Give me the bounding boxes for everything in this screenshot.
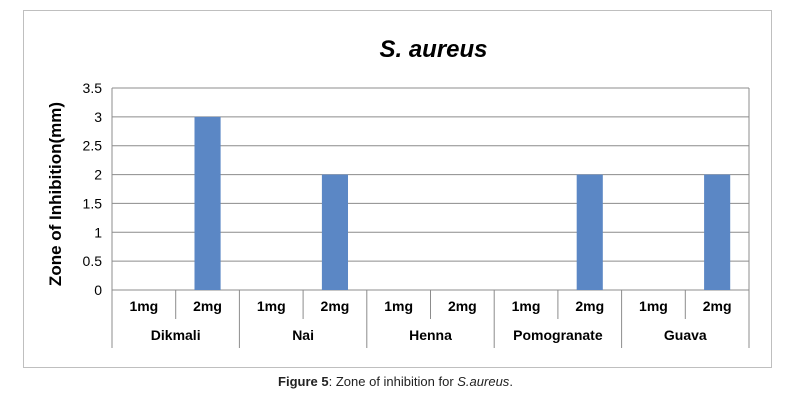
y-axis-label: Zone of Inhibition(mm) (46, 102, 65, 286)
bar (704, 174, 731, 290)
x-group-label: Nai (292, 327, 314, 343)
x-group-label: Dikmali (151, 327, 201, 343)
y-tick-label: 1 (94, 224, 102, 240)
caption-species: S.aureus (457, 374, 510, 389)
y-tick-label: 3 (94, 109, 102, 125)
x-category-label: 2mg (575, 298, 604, 314)
x-category-label: 1mg (384, 298, 413, 314)
x-category-label: 2mg (703, 298, 732, 314)
x-category-label: 2mg (448, 298, 477, 314)
chart-frame: S. aureus 0 0.5 1 1.5 2 2.5 3 3.5 Zone of Inhibit… (23, 10, 772, 368)
caption-end: . (509, 374, 513, 389)
chart-svg: S. aureus 0 0.5 1 1.5 2 2.5 3 3.5 Zone of Inhibit… (46, 36, 750, 348)
x-category-label: 2mg (193, 298, 222, 314)
y-tick-label: 2 (94, 167, 102, 183)
y-tick-label: 2.5 (83, 138, 103, 154)
chart-title: S. aureus (379, 36, 487, 63)
y-tick-label: 3.5 (83, 80, 103, 96)
caption-label: Figure 5 (278, 374, 329, 389)
bar (194, 116, 221, 290)
x-group-label: Henna (409, 327, 452, 343)
bar (576, 174, 603, 290)
x-category-label: 1mg (257, 298, 286, 314)
figure-caption: Figure 5: Zone of inhibition for S.aureu… (0, 374, 791, 389)
y-tick-label: 0 (94, 282, 102, 298)
x-category-label: 2mg (321, 298, 350, 314)
x-category-label: 1mg (639, 298, 668, 314)
y-tick-label: 0.5 (83, 253, 103, 269)
bar (321, 174, 349, 290)
x-group-label: Guava (664, 327, 707, 343)
x-group-label: Pomogranate (513, 327, 603, 343)
x-category-label: 1mg (129, 298, 158, 314)
caption-text: : Zone of inhibition for (328, 374, 458, 389)
x-category-label: 1mg (512, 298, 541, 314)
y-tick-label: 1.5 (83, 195, 103, 211)
